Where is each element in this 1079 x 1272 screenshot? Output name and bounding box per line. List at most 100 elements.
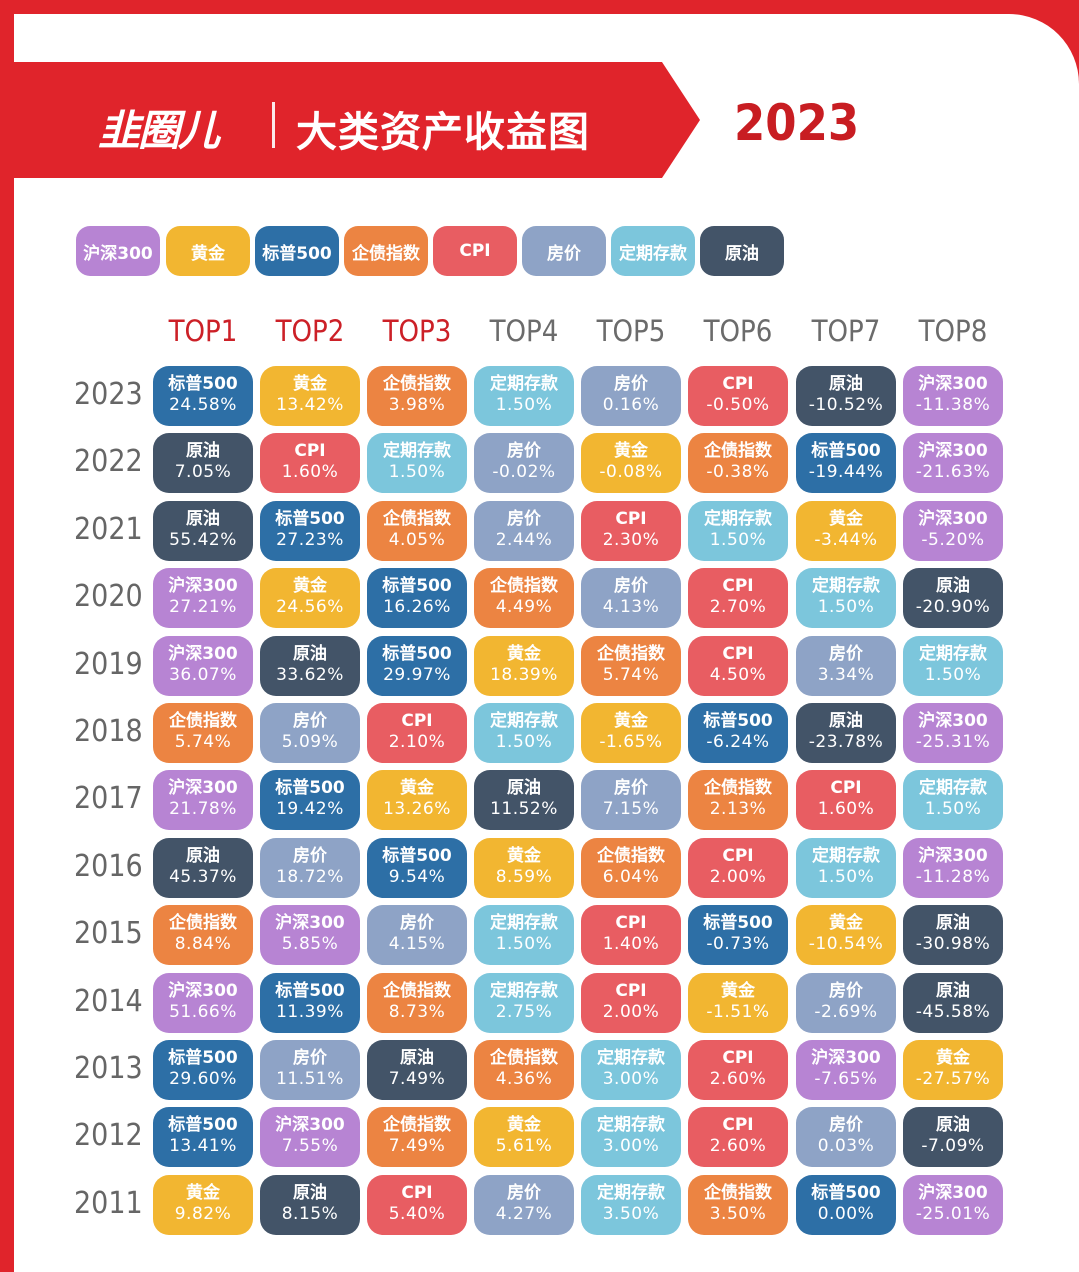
- asset-return: 2.60%: [709, 1136, 767, 1157]
- asset-return: 3.34%: [817, 664, 875, 685]
- asset-return: 2.70%: [709, 597, 767, 618]
- asset-cell: 沪深300 36.07%: [153, 635, 253, 696]
- asset-name: CPI: [722, 1115, 754, 1136]
- asset-cell: 企债指数 8.73%: [367, 972, 467, 1033]
- asset-return: 2.10%: [388, 732, 446, 752]
- asset-return: 9.54%: [388, 866, 446, 887]
- asset-name: 黄金: [293, 576, 327, 597]
- asset-cell: 沪深300 5.85%: [260, 905, 360, 966]
- column-header: TOP5: [596, 314, 666, 348]
- asset-name: 沪深300: [168, 643, 238, 664]
- asset-return: 51.66%: [169, 1001, 237, 1022]
- asset-return: 2.13%: [709, 799, 767, 820]
- asset-return: 18.39%: [490, 664, 558, 685]
- asset-cell: 企债指数 4.49%: [474, 568, 574, 629]
- asset-return: 8.84%: [174, 934, 232, 955]
- asset-name: 沪深300: [918, 374, 988, 394]
- asset-cell: 沪深300 -11.38%: [903, 366, 1003, 426]
- asset-return: 0.00%: [817, 1203, 875, 1224]
- asset-name: 沪深300: [168, 980, 238, 1001]
- legend-item: 黄金: [166, 226, 250, 276]
- asset-cell: 沪深300 -5.20%: [903, 500, 1003, 561]
- asset-cell: 房价 4.27%: [474, 1174, 574, 1235]
- asset-return: -7.65%: [814, 1069, 878, 1089]
- asset-return: 4.15%: [388, 934, 446, 955]
- asset-name: 定期存款: [490, 980, 558, 1001]
- asset-return: 2.60%: [709, 1069, 767, 1089]
- asset-name: 原油: [186, 508, 220, 529]
- asset-name: 黄金: [936, 1048, 970, 1068]
- asset-cell: 标普500 29.60%: [153, 1040, 253, 1100]
- asset-cell: 原油 45.37%: [153, 837, 253, 898]
- asset-cell: 房价 18.72%: [260, 837, 360, 898]
- asset-return: -27.57%: [915, 1069, 991, 1089]
- asset-name: 沪深300: [168, 576, 238, 597]
- asset-return: -11.38%: [915, 395, 991, 415]
- asset-return: -25.31%: [915, 732, 991, 752]
- asset-cell: 房价 4.15%: [367, 905, 467, 966]
- asset-cell: 原油 -45.58%: [903, 972, 1003, 1033]
- asset-return: -0.38%: [706, 462, 770, 483]
- asset-name: 房价: [829, 1115, 863, 1136]
- asset-return: 9.82%: [174, 1203, 232, 1224]
- asset-cell: 原油 -20.90%: [903, 568, 1003, 629]
- asset-name: 沪深300: [811, 1048, 881, 1068]
- asset-return: 2.00%: [602, 1001, 660, 1022]
- asset-cell: 沪深300 7.55%: [260, 1107, 360, 1168]
- legend-item: CPI: [433, 226, 517, 276]
- asset-cell: 企债指数 5.74%: [153, 703, 253, 763]
- asset-return: -25.01%: [915, 1203, 991, 1224]
- asset-name: 标普500: [382, 576, 452, 597]
- asset-cell: 黄金 -10.54%: [796, 905, 896, 966]
- asset-name: 标普500: [275, 980, 345, 1001]
- asset-cell: 定期存款 3.00%: [581, 1107, 681, 1168]
- row-year: 2015: [74, 916, 143, 952]
- asset-return: 7.49%: [388, 1069, 446, 1089]
- asset-name: 黄金: [507, 1115, 541, 1136]
- asset-cell: 沪深300 27.21%: [153, 568, 253, 629]
- asset-name: 黄金: [400, 778, 434, 799]
- asset-return: -2.69%: [814, 1001, 878, 1022]
- asset-return: -5.20%: [921, 529, 985, 550]
- asset-name: 原油: [186, 845, 220, 866]
- asset-cell: 标普500 -6.24%: [688, 703, 788, 763]
- asset-return: 1.50%: [924, 664, 982, 685]
- asset-cell: CPI 1.60%: [796, 770, 896, 831]
- asset-return: -0.50%: [706, 395, 770, 415]
- asset-return: 11.52%: [490, 799, 558, 820]
- asset-name: 原油: [507, 778, 541, 799]
- asset-cell: 黄金 18.39%: [474, 635, 574, 696]
- asset-name: 房价: [293, 1048, 327, 1068]
- asset-name: 定期存款: [919, 643, 987, 664]
- asset-return: 36.07%: [169, 664, 237, 685]
- row-year: 2021: [74, 511, 143, 547]
- asset-return: -10.54%: [808, 934, 884, 955]
- asset-cell: 原油 8.15%: [260, 1174, 360, 1235]
- asset-return: 8.15%: [281, 1203, 339, 1224]
- asset-cell: 房价 11.51%: [260, 1040, 360, 1100]
- asset-name: 房价: [400, 913, 434, 934]
- asset-name: 企债指数: [704, 778, 772, 799]
- asset-return: 4.36%: [495, 1069, 553, 1089]
- asset-return: 4.49%: [495, 597, 553, 618]
- row-year: 2016: [74, 848, 143, 884]
- asset-name: 企债指数: [490, 576, 558, 597]
- asset-return: -3.44%: [814, 529, 878, 550]
- asset-return: -45.58%: [915, 1001, 991, 1022]
- asset-name: 房价: [614, 778, 648, 799]
- asset-return: 2.44%: [495, 529, 553, 550]
- asset-name: 房价: [507, 508, 541, 529]
- asset-cell: 房价 4.13%: [581, 568, 681, 629]
- asset-name: CPI: [722, 643, 754, 664]
- asset-name: 原油: [936, 980, 970, 1001]
- asset-return: 27.21%: [169, 597, 237, 618]
- asset-name: 企债指数: [383, 1115, 451, 1136]
- page-title: 大类资产收益图: [296, 108, 590, 156]
- asset-name: 企债指数: [704, 441, 772, 462]
- asset-name: 标普500: [168, 1115, 238, 1136]
- asset-cell: 沪深300 51.66%: [153, 972, 253, 1033]
- asset-return: 1.50%: [817, 866, 875, 887]
- asset-name: 原油: [186, 441, 220, 462]
- asset-return: 6.04%: [602, 866, 660, 887]
- asset-return: 1.50%: [924, 799, 982, 820]
